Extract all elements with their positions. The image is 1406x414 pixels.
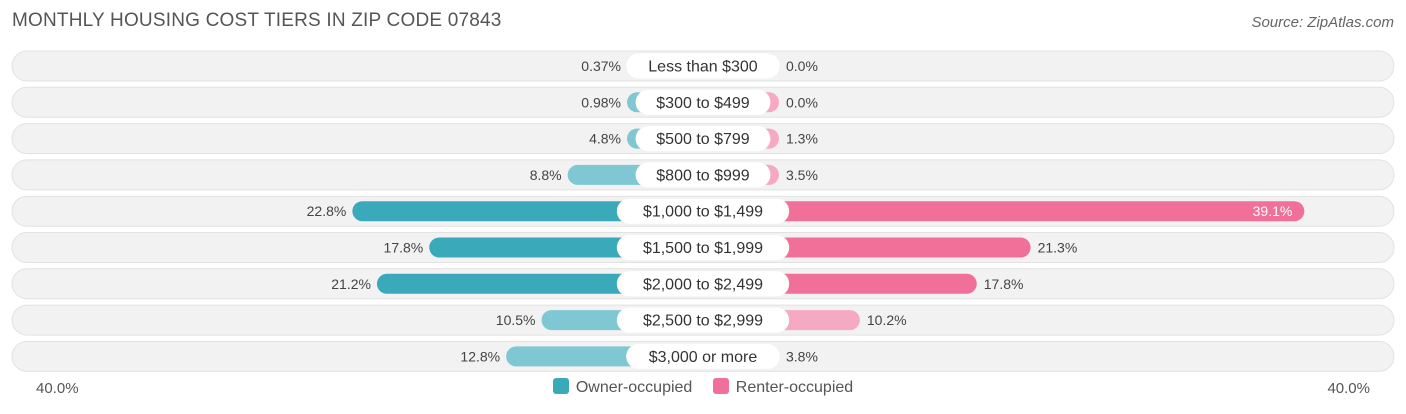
owner-value-label: 17.8% [384, 240, 424, 256]
legend-swatch-renter [712, 378, 729, 394]
category-pill [616, 198, 790, 224]
owner-value-label: 21.2% [331, 276, 371, 292]
category-pill [616, 271, 790, 297]
renter-value-label: 3.8% [786, 348, 818, 364]
renter-value-label: 21.3% [1038, 240, 1078, 256]
category-pill [616, 307, 790, 333]
axis-min-label: 40.0% [36, 380, 79, 397]
renter-value-label: 1.3% [786, 131, 818, 147]
legend: Owner-occupied Renter-occupied [0, 378, 1406, 397]
renter-value-label: 17.8% [984, 276, 1024, 292]
renter-value-label: 10.2% [867, 312, 907, 328]
category-label: $1,000 to $1,499 [643, 204, 763, 221]
renter-value-label: 39.1% [1253, 203, 1293, 219]
category-label: $500 to $799 [656, 131, 750, 148]
owner-value-label: 0.37% [581, 58, 621, 74]
chart-title: MONTHLY HOUSING COST TIERS IN ZIP CODE 0… [12, 10, 502, 31]
owner-value-label: 10.5% [496, 312, 536, 328]
legend-label-owner: Owner-occupied [575, 379, 693, 396]
owner-value-label: 8.8% [530, 167, 562, 183]
category-label: $800 to $999 [656, 167, 750, 184]
owner-value-label: 22.8% [307, 203, 347, 219]
category-pill [616, 235, 790, 260]
category-label: Less than $300 [648, 59, 758, 76]
chart-source: Source: ZipAtlas.com [1251, 14, 1394, 31]
renter-value-label: 0.0% [786, 58, 818, 74]
category-pill [635, 162, 771, 188]
category-pill [635, 89, 771, 115]
renter-value-label: 0.0% [786, 94, 818, 110]
owner-value-label: 0.98% [581, 94, 621, 110]
renter-value-label: 3.5% [786, 167, 818, 183]
legend-item-owner[interactable]: Owner-occupied [552, 378, 693, 397]
category-label: $300 to $499 [656, 95, 750, 112]
category-pill [626, 343, 780, 369]
category-label: $2,500 to $2,999 [643, 313, 763, 330]
category-label: $1,500 to $1,999 [643, 240, 763, 257]
category-pill [626, 53, 780, 79]
renter-bar[interactable] [703, 201, 1305, 222]
category-label: $2,000 to $2,499 [643, 276, 763, 293]
legend-swatch-owner [552, 378, 569, 394]
category-label: $3,000 or more [649, 349, 758, 366]
owner-value-label: 12.8% [460, 348, 500, 364]
axis-max-label: 40.0% [1327, 380, 1370, 397]
owner-value-label: 4.8% [589, 131, 621, 147]
owner-bar[interactable] [352, 201, 703, 222]
category-pill [635, 126, 771, 152]
legend-label-renter: Renter-occupied [735, 379, 854, 396]
legend-item-renter[interactable]: Renter-occupied [712, 378, 854, 397]
